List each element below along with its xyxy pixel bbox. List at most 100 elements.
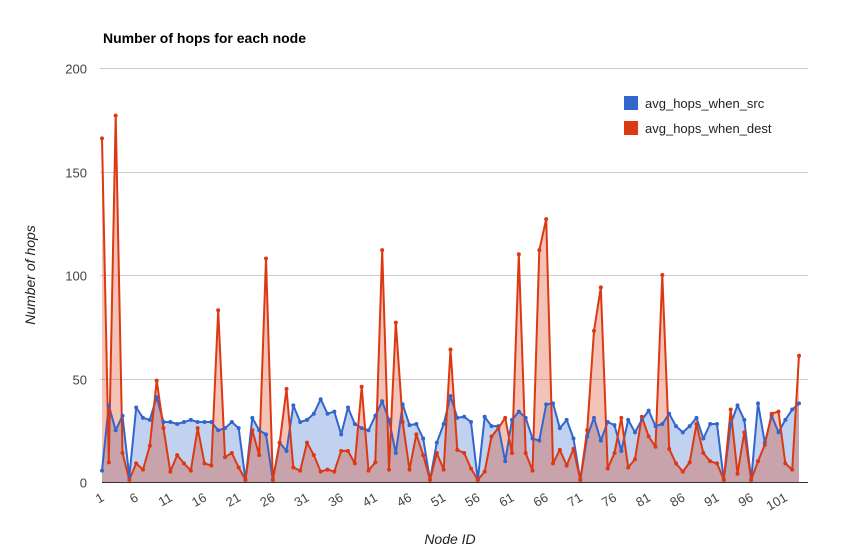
point-avg_hops_when_src[interactable] — [551, 401, 555, 406]
point-avg_hops_when_dest[interactable] — [352, 461, 357, 466]
point-avg_hops_when_src[interactable] — [612, 423, 617, 428]
point-avg_hops_when_src[interactable] — [489, 424, 494, 429]
point-avg_hops_when_dest[interactable] — [708, 459, 713, 464]
point-avg_hops_when_dest[interactable] — [284, 386, 289, 391]
point-avg_hops_when_src[interactable] — [127, 474, 132, 479]
point-avg_hops_when_src[interactable] — [161, 419, 166, 424]
point-avg_hops_when_src[interactable] — [147, 417, 152, 422]
point-avg_hops_when_dest[interactable] — [441, 467, 446, 472]
point-avg_hops_when_src[interactable] — [366, 428, 371, 433]
point-avg_hops_when_dest[interactable] — [106, 460, 111, 465]
point-avg_hops_when_src[interactable] — [216, 428, 221, 433]
point-avg_hops_when_dest[interactable] — [530, 468, 535, 473]
point-avg_hops_when_dest[interactable] — [742, 430, 747, 435]
point-avg_hops_when_src[interactable] — [202, 419, 207, 424]
point-avg_hops_when_dest[interactable] — [100, 136, 104, 141]
point-avg_hops_when_dest[interactable] — [428, 477, 432, 482]
point-avg_hops_when_dest[interactable] — [216, 308, 221, 313]
point-avg_hops_when_dest[interactable] — [503, 415, 508, 420]
point-avg_hops_when_src[interactable] — [728, 422, 733, 427]
point-avg_hops_when_dest[interactable] — [776, 409, 781, 414]
point-avg_hops_when_dest[interactable] — [612, 451, 617, 456]
point-avg_hops_when_src[interactable] — [264, 432, 268, 437]
point-avg_hops_when_src[interactable] — [195, 419, 200, 424]
point-avg_hops_when_src[interactable] — [421, 436, 426, 441]
point-avg_hops_when_src[interactable] — [523, 415, 528, 420]
point-avg_hops_when_dest[interactable] — [229, 451, 234, 456]
point-avg_hops_when_src[interactable] — [373, 413, 378, 418]
point-avg_hops_when_src[interactable] — [100, 468, 104, 473]
point-avg_hops_when_dest[interactable] — [127, 477, 132, 482]
point-avg_hops_when_dest[interactable] — [380, 248, 385, 253]
point-avg_hops_when_src[interactable] — [188, 417, 193, 422]
point-avg_hops_when_src[interactable] — [653, 424, 658, 429]
point-avg_hops_when_src[interactable] — [352, 422, 357, 427]
point-avg_hops_when_dest[interactable] — [557, 447, 562, 452]
point-avg_hops_when_src[interactable] — [387, 417, 391, 422]
point-avg_hops_when_dest[interactable] — [715, 461, 719, 466]
point-avg_hops_when_src[interactable] — [790, 407, 795, 412]
point-avg_hops_when_src[interactable] — [168, 419, 173, 424]
point-avg_hops_when_dest[interactable] — [462, 451, 467, 456]
legend-item-src[interactable]: avg_hops_when_src — [624, 96, 765, 111]
point-avg_hops_when_dest[interactable] — [434, 451, 439, 456]
point-avg_hops_when_src[interactable] — [291, 403, 296, 408]
point-avg_hops_when_src[interactable] — [797, 401, 801, 406]
point-avg_hops_when_dest[interactable] — [660, 273, 665, 277]
point-avg_hops_when_src[interactable] — [701, 436, 706, 441]
point-avg_hops_when_dest[interactable] — [325, 467, 330, 472]
point-avg_hops_when_src[interactable] — [229, 419, 234, 424]
point-avg_hops_when_src[interactable] — [305, 417, 309, 422]
point-avg_hops_when_src[interactable] — [332, 409, 337, 414]
point-avg_hops_when_src[interactable] — [311, 411, 316, 416]
point-avg_hops_when_src[interactable] — [209, 419, 214, 424]
point-avg_hops_when_dest[interactable] — [578, 477, 583, 482]
point-avg_hops_when_dest[interactable] — [168, 469, 173, 474]
point-avg_hops_when_src[interactable] — [434, 440, 439, 445]
point-avg_hops_when_src[interactable] — [687, 424, 692, 429]
point-avg_hops_when_dest[interactable] — [571, 446, 576, 451]
point-avg_hops_when_dest[interactable] — [653, 444, 658, 449]
point-avg_hops_when_src[interactable] — [667, 411, 672, 416]
point-avg_hops_when_dest[interactable] — [414, 432, 419, 437]
point-avg_hops_when_dest[interactable] — [202, 461, 207, 466]
point-avg_hops_when_dest[interactable] — [680, 469, 685, 474]
point-avg_hops_when_src[interactable] — [674, 424, 678, 429]
point-avg_hops_when_dest[interactable] — [332, 469, 337, 474]
point-avg_hops_when_src[interactable] — [134, 405, 139, 410]
point-avg_hops_when_dest[interactable] — [366, 468, 371, 473]
point-avg_hops_when_dest[interactable] — [298, 468, 303, 473]
point-avg_hops_when_dest[interactable] — [339, 448, 344, 453]
point-avg_hops_when_dest[interactable] — [674, 461, 678, 466]
point-avg_hops_when_src[interactable] — [715, 422, 719, 427]
point-avg_hops_when_dest[interactable] — [749, 477, 754, 482]
point-avg_hops_when_dest[interactable] — [762, 442, 767, 447]
point-avg_hops_when_src[interactable] — [503, 459, 508, 464]
point-avg_hops_when_dest[interactable] — [141, 467, 145, 472]
point-avg_hops_when_src[interactable] — [182, 419, 186, 424]
point-avg_hops_when_dest[interactable] — [482, 469, 487, 474]
point-avg_hops_when_dest[interactable] — [209, 463, 214, 468]
point-avg_hops_when_dest[interactable] — [277, 440, 282, 445]
point-avg_hops_when_dest[interactable] — [646, 434, 651, 439]
point-avg_hops_when_src[interactable] — [298, 419, 303, 424]
point-avg_hops_when_src[interactable] — [400, 402, 405, 407]
point-avg_hops_when_dest[interactable] — [790, 467, 795, 472]
point-avg_hops_when_src[interactable] — [756, 401, 760, 406]
point-avg_hops_when_dest[interactable] — [626, 465, 631, 470]
point-avg_hops_when_src[interactable] — [680, 430, 685, 435]
point-avg_hops_when_dest[interactable] — [188, 468, 193, 473]
point-avg_hops_when_src[interactable] — [393, 451, 398, 456]
point-avg_hops_when_dest[interactable] — [605, 466, 610, 471]
point-avg_hops_when_dest[interactable] — [195, 426, 200, 431]
point-avg_hops_when_src[interactable] — [585, 434, 590, 439]
point-avg_hops_when_dest[interactable] — [182, 461, 186, 466]
point-avg_hops_when_dest[interactable] — [421, 453, 426, 458]
point-avg_hops_when_dest[interactable] — [407, 467, 412, 472]
point-avg_hops_when_src[interactable] — [154, 395, 159, 400]
point-avg_hops_when_src[interactable] — [537, 438, 542, 443]
point-avg_hops_when_src[interactable] — [346, 405, 350, 410]
point-avg_hops_when_dest[interactable] — [154, 378, 159, 383]
point-avg_hops_when_src[interactable] — [120, 413, 125, 418]
point-avg_hops_when_dest[interactable] — [510, 451, 514, 456]
